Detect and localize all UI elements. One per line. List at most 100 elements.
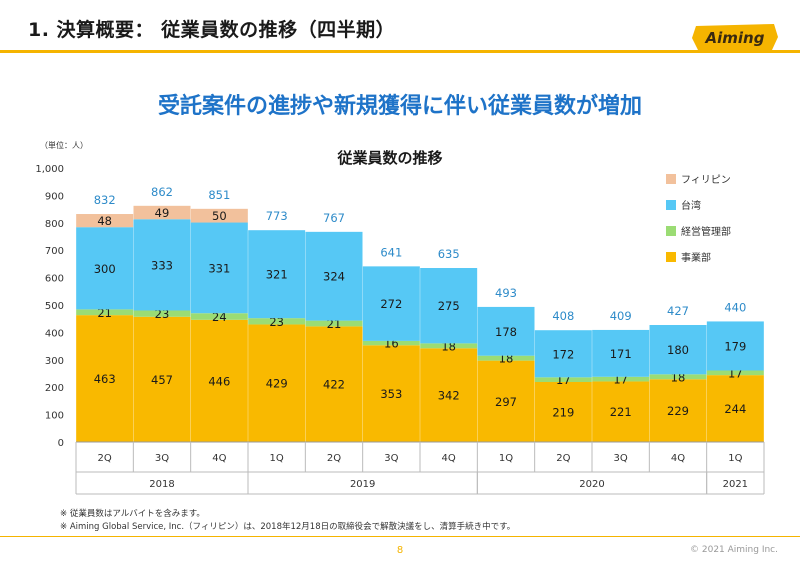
bar-segment [133,219,191,311]
y-tick-label: 400 [45,328,64,339]
bar-segment [592,329,650,377]
total-label: 427 [667,304,689,318]
title-divider [0,50,800,53]
bar-segment [420,343,478,349]
bar-segment [649,379,707,442]
y-tick-label: 900 [45,191,64,202]
bar-segment [649,325,707,375]
year-label: 2018 [149,479,174,490]
data-label: 23 [269,315,284,329]
bar-segment [534,381,592,442]
x-tick-label: 4Q [212,453,226,464]
legend-label: 経営管理部 [681,225,731,238]
x-tick-label: 3Q [614,453,628,464]
bar-segment [477,360,535,442]
data-label: 178 [495,325,517,339]
bar-segment [305,320,363,327]
bar-segment [420,268,478,344]
legend-label: フィリピン [681,174,731,186]
total-label: 408 [552,309,574,323]
total-label: 440 [724,300,746,314]
bar-segment [477,306,535,356]
data-label: 333 [151,258,173,272]
data-label: 180 [667,343,689,357]
data-label: 24 [212,310,227,324]
slide-title: 1. 決算概要： 従業員数の推移（四半期） [28,19,396,41]
bar-segment [76,214,134,228]
legend-swatch [666,252,676,262]
bar-segment [534,330,592,378]
bar-segment [190,208,248,223]
legend-swatch [666,174,676,184]
x-tick-label: 4Q [442,453,456,464]
data-label: 49 [155,206,170,220]
bar-segment [706,321,764,371]
bar-segment [592,376,650,382]
bar-segment [248,318,306,325]
footer-divider [0,536,800,537]
bar-segment [420,348,478,442]
data-label: 331 [208,261,230,275]
data-label: 172 [552,347,574,361]
bar-segment [190,222,248,314]
bar-segment [190,313,248,320]
page-number: 8 [396,545,404,556]
data-label: 23 [155,307,170,321]
aiming-logo: Aiming [692,24,778,50]
x-tick-label: 1Q [499,453,513,464]
data-label: 342 [438,389,460,403]
legend-label: 事業部 [681,251,711,264]
data-label: 275 [438,299,460,313]
bar-segment [477,355,535,361]
bar-segment [362,340,420,346]
y-tick-label: 700 [45,246,64,257]
bar-segment [305,231,363,321]
legend-swatch [666,200,676,210]
x-tick-label: 2Q [327,453,341,464]
data-label: 229 [667,404,689,418]
bar-segment [76,309,134,316]
year-label: 2020 [579,479,604,490]
year-label: 2019 [350,479,375,490]
footnotes: ※ 従業員数はアルバイトを含みます。 ※ Aiming Global Servi… [60,508,515,534]
unit-label: （単位：人） [40,141,88,150]
chart-title: 従業員数の推移 [337,149,443,167]
data-label: 179 [724,339,746,353]
data-label: 300 [94,262,116,276]
y-tick-label: 200 [45,383,64,394]
bar-segment [592,381,650,442]
bar-segment [248,230,306,319]
total-label: 773 [266,209,288,223]
bar-segment [133,316,191,442]
copyright: © 2021 Aiming Inc. [690,545,778,555]
footnote: ※ Aiming Global Service, Inc.（フィリピン）は、20… [60,522,516,532]
data-label: 297 [495,395,517,409]
x-tick-label: 3Q [384,453,398,464]
total-label: 493 [495,286,517,300]
legend-swatch [666,226,676,236]
data-label: 422 [323,378,345,392]
footnote: ※ 従業員数はアルバイトを含みます。 [60,509,205,519]
x-tick-label: 4Q [671,453,685,464]
data-label: 171 [610,347,632,361]
data-label: 429 [266,377,288,391]
bar-segment [706,375,764,442]
total-label: 832 [94,193,116,207]
data-label: 457 [151,373,173,387]
data-label: 244 [724,402,746,416]
bar-segment [133,310,191,317]
y-tick-label: 0 [58,438,64,449]
data-label: 446 [208,374,230,388]
y-tick-label: 600 [45,274,64,285]
bar-segment [76,227,134,310]
total-label: 851 [208,188,230,202]
legend-label: 台湾 [681,199,701,212]
total-label: 862 [151,185,173,199]
headline: 受託案件の進捗や新規獲得に伴い従業員数が増加 [157,94,642,119]
x-tick-label: 2Q [98,453,112,464]
bar-segment [534,377,592,382]
x-tick-label: 3Q [155,453,169,464]
data-label: 272 [380,297,402,311]
bar-segment [190,319,248,442]
bar-segment [362,345,420,442]
